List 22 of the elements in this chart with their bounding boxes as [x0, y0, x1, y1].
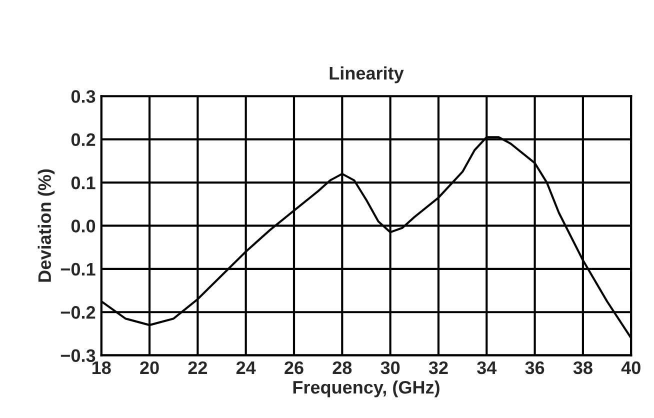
y-tick-label: 0.3 — [71, 90, 96, 103]
x-tick-label: 36 — [525, 361, 544, 374]
x-tick-label: 30 — [380, 361, 400, 374]
x-tick-label: 20 — [140, 361, 159, 374]
x-tick-label: 38 — [573, 361, 592, 374]
x-axis-title: Frequency, (GHz) — [293, 380, 440, 398]
y-tick-label: 0.2 — [71, 133, 96, 146]
y-tick-label: −0.3 — [60, 349, 96, 362]
x-tick-label: 32 — [428, 361, 448, 374]
x-tick-label: 22 — [188, 361, 208, 374]
y-tick-label: 0.1 — [71, 176, 96, 190]
x-tick-label: 18 — [92, 361, 111, 374]
x-tick-label: 28 — [332, 361, 352, 374]
x-tick-label: 40 — [621, 361, 640, 374]
y-tick-label: −0.2 — [60, 306, 96, 319]
y-tick-label: 0.0 — [71, 220, 96, 232]
x-tick-label: 34 — [477, 361, 497, 374]
y-tick-label: −0.1 — [60, 262, 96, 276]
y-axis-title: Deviation (%) — [38, 169, 55, 282]
chart-title: Linearity — [330, 66, 404, 84]
x-tick-label: 26 — [284, 361, 304, 374]
x-tick-label: 24 — [236, 361, 256, 374]
